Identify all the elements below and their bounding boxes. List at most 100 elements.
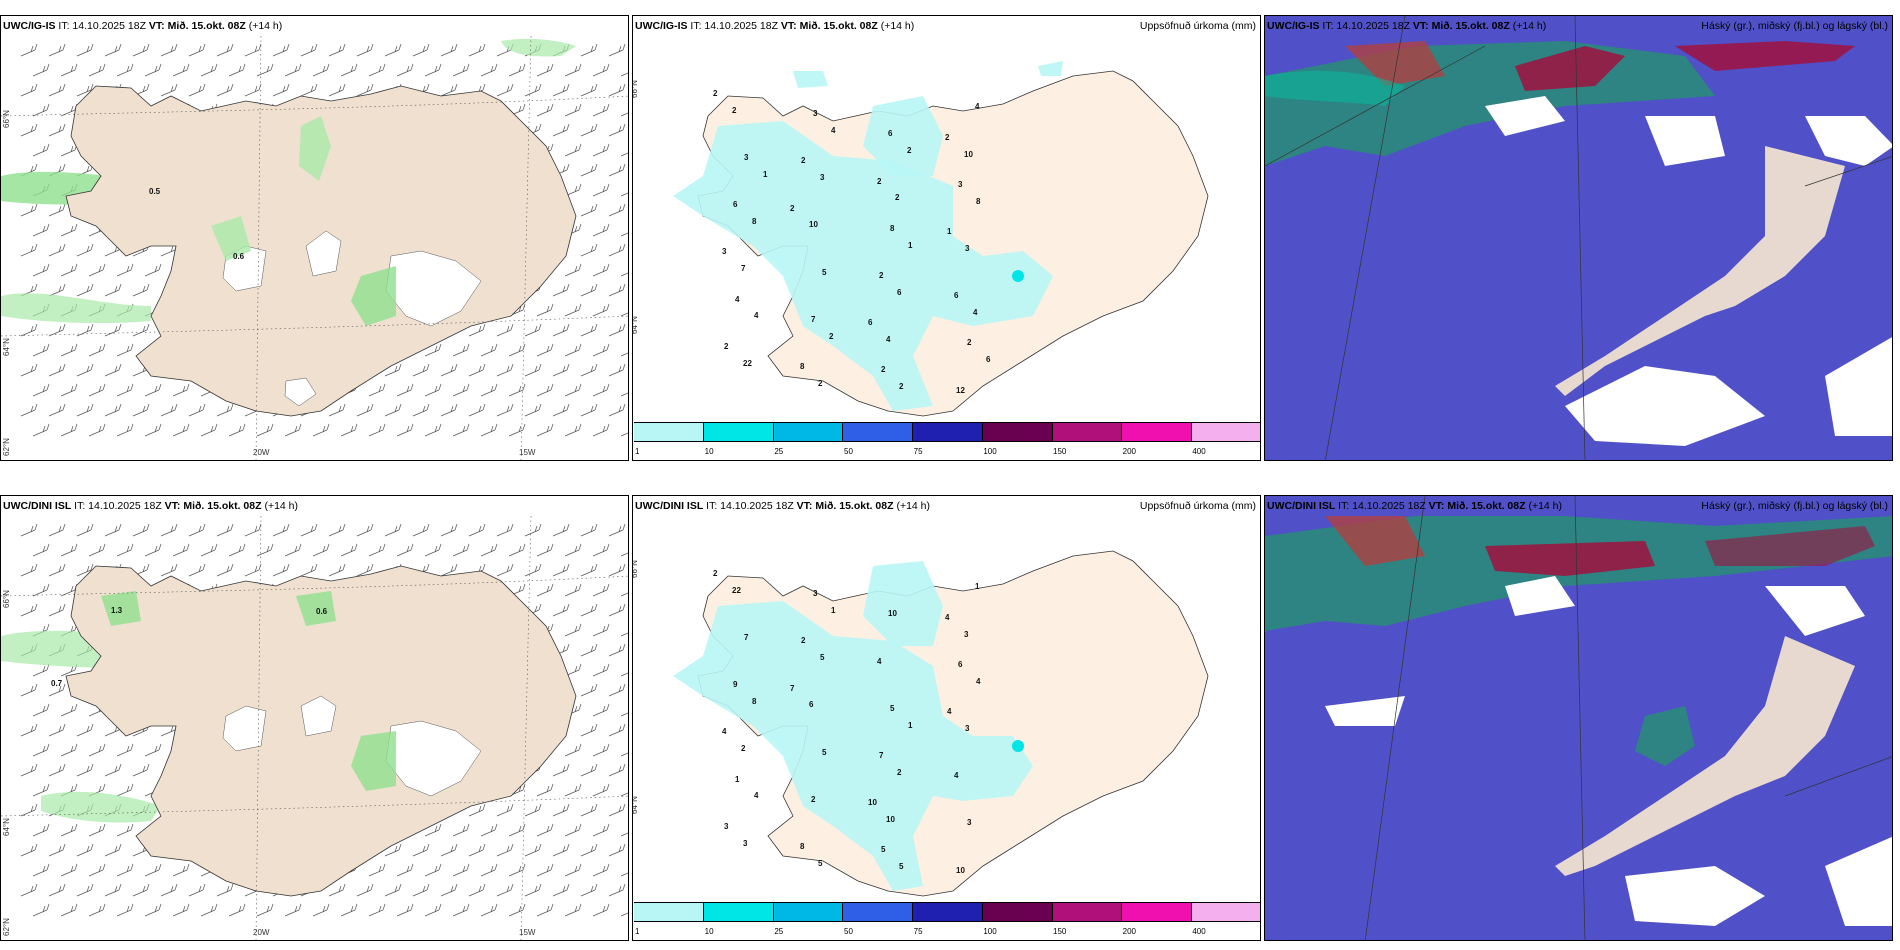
precip-value-label: 3 [964, 630, 969, 639]
precip-value-label: 10 [956, 866, 965, 875]
precip-colorbar [634, 902, 1260, 922]
colorbar-tick-label: 150 [1053, 927, 1067, 936]
precip-value-label: 4 [973, 308, 978, 317]
precip-value-label: 2 [713, 89, 718, 98]
colorbar-tick-label: 200 [1122, 927, 1137, 936]
precip-value-label: 3 [743, 839, 748, 848]
colorbar-swatch [982, 903, 1053, 921]
precip-value-label: 22 [732, 586, 741, 595]
precip-value-label: 5 [881, 845, 886, 854]
precip-value-label: 7 [811, 315, 816, 324]
colorbar-swatch [843, 423, 914, 441]
precip-value-label: 8 [890, 224, 895, 233]
precip-value-label: 10 [868, 798, 877, 807]
colorbar-tick-label: 75 [913, 927, 923, 936]
precip-value-label: 1 [735, 775, 740, 784]
precip-value-label: 2 [899, 382, 904, 391]
wind-map-top: 0.5 0.6 [1, 16, 628, 460]
precip-value-label: 10 [888, 609, 897, 618]
colorbar-swatch [773, 903, 844, 921]
colorbar-tick-label: 400 [1192, 927, 1206, 936]
precip-value-label: 3 [813, 109, 818, 118]
lat-label-66: 66°N [632, 560, 639, 578]
precip-panel-top: 2 1 2 2 2 3 6 2 4 2 2 3 3 12 8 8 6 2 2 7 3 6 6 5 2 3 2 10 22 8 4 3 4 10 6 4… [632, 15, 1261, 461]
lon-label-15w: 15W [519, 448, 536, 457]
wind-value-label: 0.6 [316, 607, 328, 616]
colorbar-swatch [634, 903, 704, 921]
precip-value-label: 2 [732, 106, 737, 115]
panel-title: Háský (gr.), miðský (fj.bl.) og lágský (… [1701, 500, 1888, 512]
precip-value-label: 1 [908, 721, 913, 730]
precip-value-label: 6 [733, 200, 738, 209]
precip-value-label: 3 [813, 589, 818, 598]
colorbar-tick-label: 75 [913, 447, 923, 456]
precip-value-label: 1 [763, 170, 768, 179]
precip-value-label: 7 [879, 751, 884, 760]
precip-value-label: 4 [886, 335, 891, 344]
wind-value-label: 0.5 [149, 187, 161, 196]
precip-value-label: 1 [908, 241, 913, 250]
precip-value-label: 9 [733, 680, 738, 689]
precip-value-label: 1 [975, 582, 980, 591]
colorbar-tick-label: 25 [774, 927, 784, 936]
precip-value-label: 5 [822, 268, 827, 277]
precip-value-label: 6 [888, 129, 893, 138]
colorbar-swatch [1192, 423, 1260, 441]
colorbar-tick-label: 1 [635, 447, 640, 456]
precip-value-label: 6 [868, 318, 873, 327]
precip-value-label: 3 [820, 173, 825, 182]
precip-map-bottom: 2457361021473410589342741052235634105432… [673, 550, 1209, 897]
precip-value-label: 2 [724, 342, 729, 351]
precip-value-label: 5 [818, 859, 823, 868]
cloud-panel-bottom: UWC/DINI ISL IT: 14.10.2025 18Z VT: Mið.… [1264, 495, 1893, 941]
precip-value-label: 12 [956, 386, 965, 395]
precip-value-label: 8 [752, 217, 757, 226]
colorbar-swatch [703, 903, 774, 921]
precip-value-label: 5 [899, 862, 904, 871]
colorbar-tick-label: 10 [704, 927, 714, 936]
precip-value-label: 4 [877, 657, 882, 666]
precip-value-label: 2 [895, 193, 900, 202]
lon-label-20w: 20W [253, 448, 270, 457]
precip-value-label: 8 [976, 197, 981, 206]
lat-label-64: 64°N [2, 818, 11, 836]
colorbar-tick-label: 100 [983, 447, 997, 456]
colorbar-tick-label: 50 [844, 927, 853, 936]
precip-value-label: 6 [958, 660, 963, 669]
precip-value-label: 3 [965, 724, 970, 733]
precip-value-label: 2 [897, 768, 902, 777]
precip-value-label: 3 [958, 180, 963, 189]
precip-value-label: 2 [881, 365, 886, 374]
precip-value-label: 22 [743, 359, 752, 368]
precip-value-label: 4 [831, 126, 836, 135]
precip-value-label: 5 [890, 704, 895, 713]
colorbar-tick-label: 25 [774, 447, 784, 456]
precip-value-label: 8 [752, 697, 757, 706]
colorbar-tick-label: 150 [1053, 447, 1067, 456]
precip-value-label: 2 [877, 177, 882, 186]
precip-value-label: 2 [818, 379, 823, 388]
precip-value-label: 4 [735, 295, 740, 304]
panel-title: Uppsöfnuð úrkoma (mm) [1139, 20, 1256, 32]
precip-value-label: 6 [954, 291, 959, 300]
precip-value-label: 6 [809, 700, 814, 709]
precip-value-label: 3 [722, 247, 727, 256]
cloud-map-top [1265, 16, 1892, 460]
precip-value-label: 4 [754, 311, 759, 320]
precip-value-label: 3 [967, 818, 972, 827]
wind-value-label: 1.3 [111, 606, 123, 615]
panel-title: Uppsöfnuð úrkoma (mm) [1139, 500, 1256, 512]
lat-label-66: 66°N [2, 590, 11, 608]
precip-colorbar [634, 422, 1260, 442]
lon-label-15w: 15W [519, 928, 536, 937]
precip-value-label: 5 [820, 653, 825, 662]
colorbar-swatch [1052, 903, 1123, 921]
precip-value-label: 10 [886, 815, 895, 824]
precip-value-label: 5 [822, 748, 827, 757]
precip-value-label: 1 [831, 606, 836, 615]
precip-value-label: 2 [967, 338, 972, 347]
colorbar-swatch [773, 423, 844, 441]
precip-value-label: 7 [741, 264, 746, 273]
lat-label-66: 66°N [2, 110, 11, 128]
cloud-map-bottom [1265, 496, 1892, 940]
